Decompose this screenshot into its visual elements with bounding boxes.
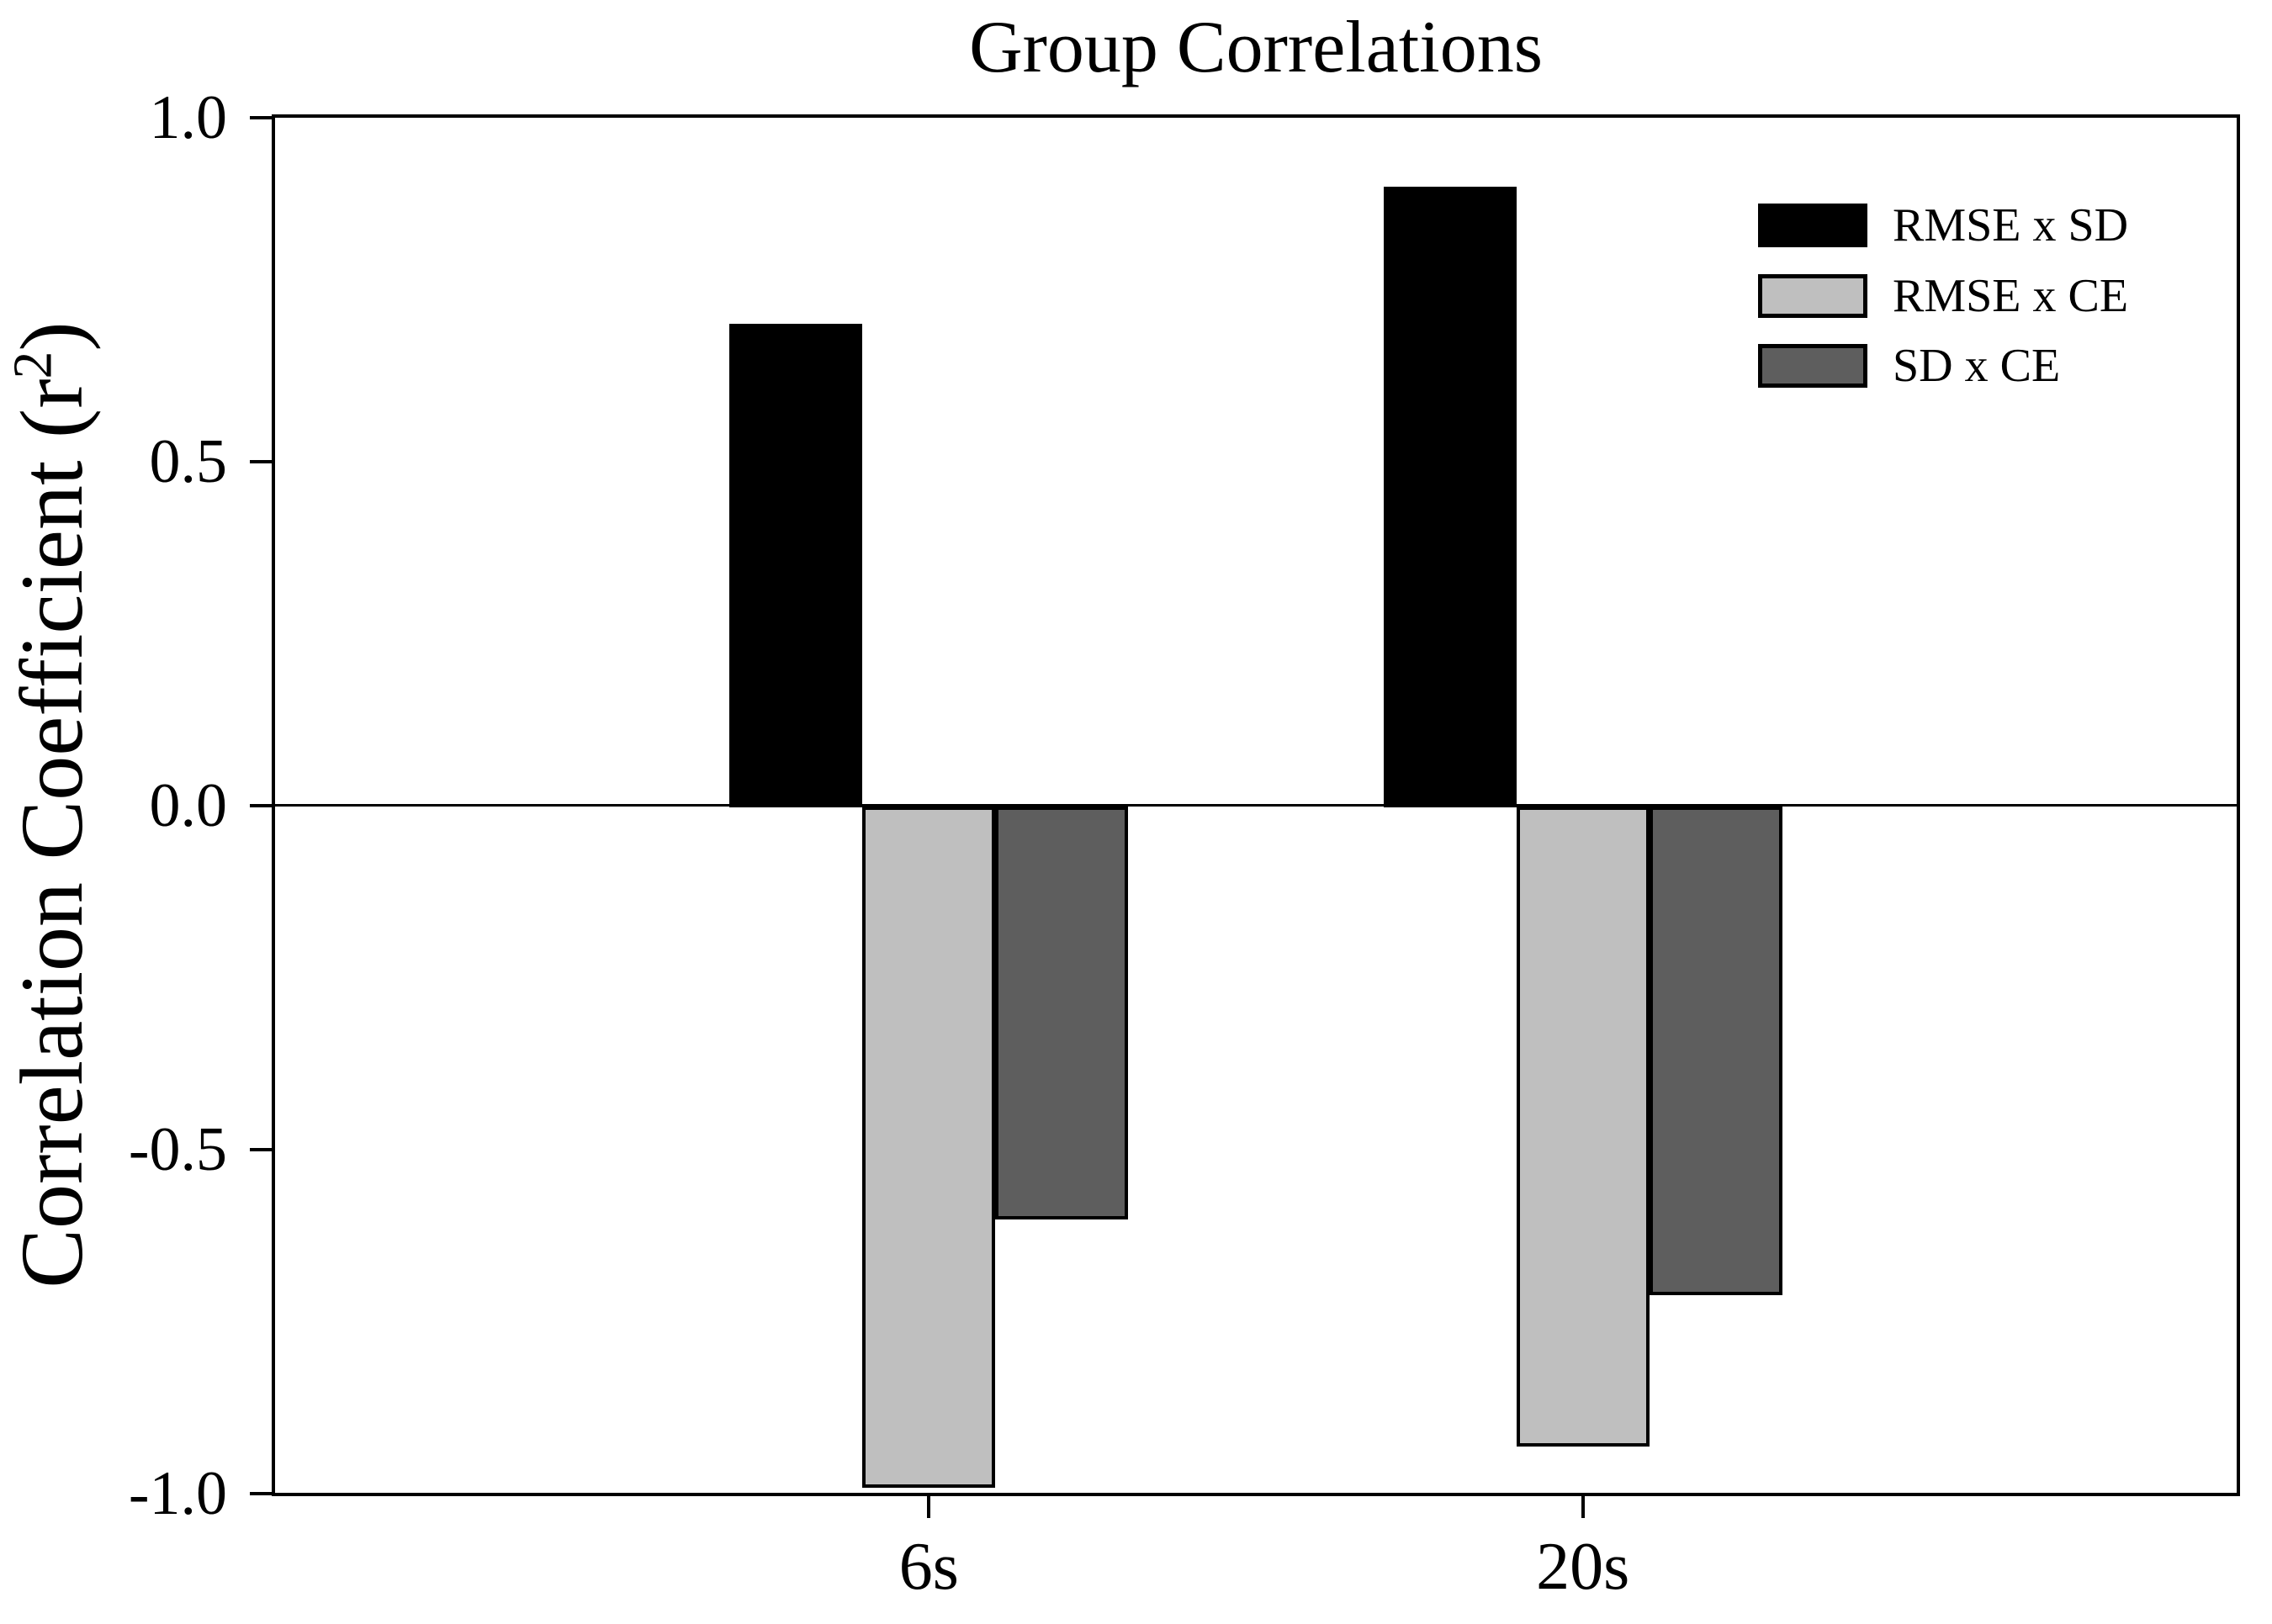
chart-title: Group Correlations: [969, 7, 1543, 88]
legend-label: RMSE x SD: [1893, 199, 2129, 251]
legend-label: SD x CE: [1893, 340, 2061, 392]
bar-20s-sd-x-ce: [1649, 807, 1782, 1295]
bar-6s-sd-x-ce: [995, 807, 1129, 1219]
y-tick: [250, 116, 272, 119]
bar-20s-rmse-x-ce: [1516, 807, 1650, 1447]
zero-line: [275, 804, 2237, 807]
x-tick: [927, 1496, 931, 1518]
y-tick: [250, 804, 272, 807]
plot-area: [272, 114, 2240, 1496]
x-tick-label-20s: 20s: [1536, 1530, 1630, 1604]
legend-swatch-sd-x-ce: [1758, 344, 1867, 388]
y-tick: [250, 460, 272, 463]
y-tick-label: 0.0: [149, 771, 228, 840]
y-axis-label-suffix: ): [3, 321, 101, 352]
legend-row: RMSE x SD: [1758, 202, 2128, 249]
legend-row: RMSE x CE: [1758, 272, 2128, 320]
legend-swatch-rmse-x-ce: [1758, 274, 1867, 318]
bar-6s-rmse-x-ce: [862, 807, 996, 1488]
y-tick: [250, 1492, 272, 1495]
legend-row: SD x CE: [1758, 342, 2060, 389]
x-tick-label-6s: 6s: [898, 1530, 959, 1604]
legend-swatch-rmse-x-sd: [1758, 204, 1867, 247]
bar-20s-rmse-x-sd: [1383, 186, 1517, 807]
y-axis-label-superscript: 2: [2, 351, 64, 379]
y-tick-label: -0.5: [128, 1115, 227, 1184]
bar-6s-rmse-x-sd: [729, 324, 863, 807]
y-tick-label: 0.5: [149, 427, 228, 496]
y-tick-label: -1.0: [128, 1459, 227, 1528]
y-tick: [250, 1148, 272, 1151]
x-tick: [1581, 1496, 1585, 1518]
legend-label: RMSE x CE: [1893, 270, 2129, 322]
y-tick-label: 1.0: [149, 83, 228, 152]
